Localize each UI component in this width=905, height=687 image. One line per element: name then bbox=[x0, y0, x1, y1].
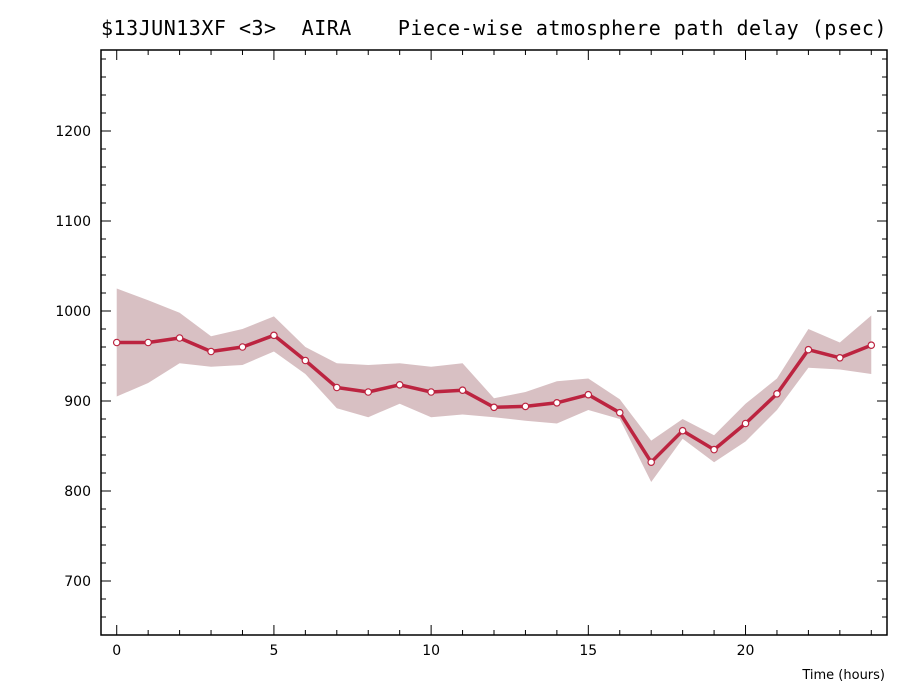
data-point bbox=[836, 353, 844, 362]
data-point bbox=[270, 331, 278, 340]
data-point bbox=[521, 402, 530, 411]
data-point bbox=[301, 356, 310, 365]
uncertainty-band-layer bbox=[116, 288, 872, 482]
data-point bbox=[647, 458, 656, 467]
y-tick-label: 800 bbox=[64, 484, 91, 500]
x-tick-label: 15 bbox=[579, 643, 597, 659]
data-point bbox=[427, 388, 435, 396]
data-point bbox=[395, 380, 404, 389]
data-point bbox=[804, 345, 813, 354]
data-point bbox=[144, 338, 152, 347]
y-tick-label: 900 bbox=[64, 394, 91, 410]
data-point bbox=[490, 403, 498, 412]
data-point bbox=[678, 426, 687, 435]
data-point bbox=[710, 445, 718, 454]
data-point bbox=[207, 347, 215, 356]
x-tick-label: 5 bbox=[269, 643, 278, 659]
x-tick-label: 20 bbox=[737, 643, 755, 659]
x-tick-label: 0 bbox=[112, 643, 121, 659]
data-point bbox=[615, 408, 624, 417]
y-tick-label: 1000 bbox=[55, 304, 91, 320]
data-point-layer bbox=[112, 331, 876, 467]
data-point bbox=[584, 390, 593, 399]
x-axis-label: Time (hours) bbox=[801, 668, 885, 683]
data-point bbox=[332, 383, 341, 392]
uncertainty-band bbox=[116, 288, 872, 482]
y-tick-label: 1100 bbox=[55, 214, 91, 230]
data-point bbox=[867, 341, 876, 350]
x-tick-labels: 0 5 10 15 20 bbox=[112, 643, 754, 659]
data-point bbox=[175, 334, 184, 342]
data-point bbox=[553, 398, 561, 407]
y-tick-label: 1200 bbox=[55, 124, 91, 140]
data-point bbox=[238, 343, 247, 351]
chart-title-left: $13JUN13XF <3> AIRA bbox=[101, 16, 352, 40]
y-tick-labels: 700 800 900 1000 1100 1200 bbox=[55, 124, 91, 590]
data-point bbox=[112, 338, 121, 347]
chart-title-right: Piece-wise atmosphere path delay (psec) bbox=[397, 16, 887, 40]
axis-ticks bbox=[101, 50, 887, 635]
x-tick-label: 10 bbox=[422, 643, 440, 659]
data-point bbox=[458, 386, 467, 395]
y-tick-label: 700 bbox=[64, 574, 91, 590]
data-point bbox=[773, 389, 781, 398]
data-point bbox=[364, 388, 373, 396]
data-point bbox=[741, 419, 750, 428]
